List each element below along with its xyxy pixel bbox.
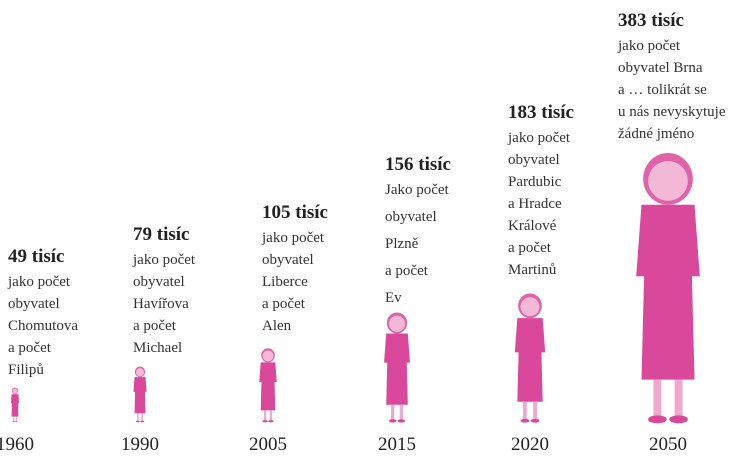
- leg: [391, 405, 394, 420]
- shoe: [531, 419, 540, 423]
- skirt: [135, 391, 146, 413]
- shoe: [268, 420, 273, 422]
- description-line: obyvatel Brna: [618, 60, 703, 76]
- torso: [11, 394, 19, 403]
- leg: [16, 417, 17, 422]
- shoe: [648, 415, 667, 423]
- skirt: [642, 274, 695, 380]
- head: [521, 297, 540, 316]
- year-label: 1990: [121, 434, 159, 455]
- value-label: 105 tisíc: [262, 202, 328, 223]
- description-line: jako počet: [7, 274, 71, 290]
- figure: [636, 153, 700, 423]
- description-line: obyvatel: [8, 296, 60, 312]
- description-line: u nás nevyskytuje: [618, 104, 726, 120]
- figure: [11, 388, 19, 423]
- description-line: Chomutova: [8, 318, 78, 334]
- description-line: Jako počet: [385, 182, 450, 198]
- shoe: [12, 421, 14, 422]
- description-line: a počet: [8, 340, 52, 356]
- year-label: 2015: [378, 434, 416, 455]
- shoe: [521, 419, 530, 423]
- leg: [533, 402, 537, 420]
- description-line: obyvatel: [508, 152, 560, 168]
- leg: [400, 405, 403, 420]
- head: [389, 316, 405, 332]
- torso: [259, 362, 276, 382]
- description-line: Martinů: [508, 262, 557, 278]
- description-line: Pardubic: [508, 174, 562, 190]
- leg: [264, 410, 266, 420]
- year-label: 2020: [511, 434, 549, 455]
- figure: [384, 312, 410, 422]
- shoe: [136, 421, 140, 423]
- shoe: [263, 420, 268, 422]
- shoe: [389, 419, 397, 422]
- description-line: a počet: [262, 296, 306, 312]
- description-line: Plzně: [385, 236, 419, 252]
- head: [12, 389, 17, 394]
- description-line: Králové: [508, 218, 557, 234]
- year-label: 2005: [249, 434, 287, 455]
- value-label: 183 tisíc: [508, 102, 574, 123]
- skirt: [12, 403, 19, 417]
- leg: [141, 413, 143, 421]
- torso: [636, 205, 700, 277]
- description-line: Liberce: [262, 274, 308, 290]
- year-label: 2050: [649, 434, 687, 455]
- description-line: a … tolikrát se: [618, 82, 707, 98]
- skirt: [386, 362, 408, 405]
- description-line: a počet: [385, 263, 429, 279]
- figure: [133, 367, 146, 423]
- leg: [137, 413, 139, 421]
- description-line: Michael: [133, 340, 182, 356]
- leg: [523, 402, 527, 420]
- torso: [384, 333, 410, 362]
- year-label: 1960: [0, 434, 34, 455]
- head: [263, 350, 274, 361]
- head: [136, 368, 144, 376]
- description-line: obyvatel: [133, 274, 185, 290]
- description-line: žádné jméno: [618, 126, 694, 142]
- description-line: jako počet: [617, 38, 681, 54]
- description-line: jako počet: [132, 252, 196, 268]
- value-label: 49 tisíc: [8, 246, 64, 267]
- leg: [13, 417, 14, 422]
- description-line: a Hradce: [508, 196, 562, 212]
- shoe: [140, 421, 144, 423]
- description-line: a počet: [133, 318, 177, 334]
- value-label: 79 tisíc: [133, 224, 189, 245]
- shoe: [398, 419, 406, 422]
- description-line: jako počet: [261, 230, 325, 246]
- leg: [675, 380, 683, 417]
- description-line: jako počet: [507, 130, 571, 146]
- figure: [515, 293, 545, 422]
- skirt: [517, 351, 542, 402]
- description-line: obyvatel: [262, 252, 314, 268]
- leg: [270, 410, 272, 420]
- infographic: 49 tisíc jako počet obyvatel Chomutova a poč…: [0, 0, 755, 470]
- leg: [653, 380, 661, 417]
- head: [648, 161, 688, 201]
- figure: [259, 348, 276, 422]
- description-line: Alen: [262, 318, 292, 334]
- description-line: Ev: [385, 290, 402, 306]
- description-line: a počet: [508, 240, 552, 256]
- value-label: 383 tisíc: [618, 10, 684, 31]
- description-line: Filipů: [8, 362, 44, 378]
- description-line: obyvatel: [385, 209, 437, 225]
- shoe: [669, 415, 688, 423]
- description-line: Havířova: [133, 296, 189, 312]
- value-label: 156 tisíc: [385, 154, 451, 175]
- skirt: [261, 381, 276, 410]
- shoe: [15, 421, 17, 422]
- torso: [515, 318, 545, 352]
- torso: [133, 377, 146, 392]
